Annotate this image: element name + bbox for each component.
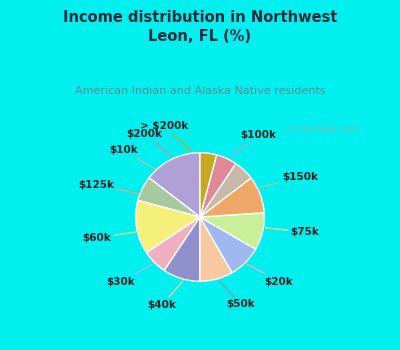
Wedge shape <box>200 217 256 273</box>
Text: American Indian and Alaska Native residents: American Indian and Alaska Native reside… <box>75 86 325 96</box>
Wedge shape <box>200 178 264 217</box>
Wedge shape <box>136 200 200 253</box>
Text: $40k: $40k <box>148 281 183 310</box>
Wedge shape <box>200 217 232 281</box>
Wedge shape <box>164 217 200 281</box>
Wedge shape <box>200 163 251 217</box>
Text: > $200k: > $200k <box>140 121 191 151</box>
Text: $60k: $60k <box>82 232 136 243</box>
Text: Income distribution in Northwest
Leon, FL (%): Income distribution in Northwest Leon, F… <box>63 10 337 44</box>
Wedge shape <box>200 153 217 217</box>
Wedge shape <box>200 213 264 249</box>
Text: $100k: $100k <box>229 130 276 158</box>
Text: $20k: $20k <box>247 264 293 287</box>
Text: $200k: $200k <box>126 129 173 157</box>
Wedge shape <box>146 217 200 271</box>
Text: $50k: $50k <box>219 280 255 309</box>
Text: $125k: $125k <box>78 180 138 194</box>
Wedge shape <box>200 155 236 217</box>
Wedge shape <box>149 153 200 217</box>
Text: $150k: $150k <box>260 172 318 188</box>
Text: ⓘ City-Data.com: ⓘ City-Data.com <box>286 125 359 134</box>
Text: $75k: $75k <box>265 227 319 237</box>
Text: $10k: $10k <box>109 145 155 169</box>
Wedge shape <box>138 178 200 217</box>
Text: $30k: $30k <box>107 264 153 287</box>
